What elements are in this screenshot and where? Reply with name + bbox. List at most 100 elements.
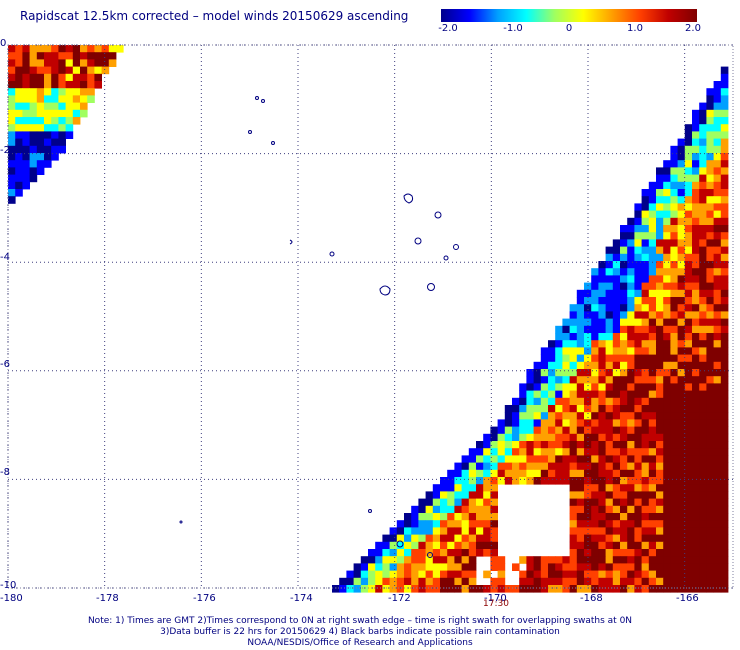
wind-difference-cell xyxy=(656,549,664,557)
wind-difference-cell xyxy=(519,433,527,442)
wind-difference-cell xyxy=(706,289,714,298)
wind-difference-cell xyxy=(670,383,678,391)
wind-difference-cell xyxy=(368,549,376,557)
wind-difference-cell xyxy=(648,577,657,586)
wind-difference-cell xyxy=(627,505,635,514)
wind-difference-cell xyxy=(699,160,707,168)
wind-difference-cell xyxy=(497,441,506,449)
wind-difference-cell xyxy=(44,138,52,147)
wind-difference-cell xyxy=(591,361,599,370)
wind-difference-cell xyxy=(389,577,398,586)
wind-difference-cell xyxy=(706,397,714,406)
wind-difference-cell xyxy=(44,131,52,139)
wind-difference-cell xyxy=(555,354,563,363)
wind-difference-cell xyxy=(526,369,534,377)
wind-difference-cell xyxy=(670,390,678,399)
wind-difference-cell xyxy=(476,448,484,456)
wind-difference-cell xyxy=(598,556,606,564)
wind-difference-cell xyxy=(533,390,542,399)
wind-difference-cell xyxy=(396,585,405,593)
wind-difference-cell xyxy=(555,433,563,442)
wind-difference-cell xyxy=(720,585,729,593)
wind-difference-cell xyxy=(713,448,722,456)
wind-difference-cell xyxy=(612,484,621,492)
wind-difference-cell xyxy=(58,124,66,132)
wind-difference-cell xyxy=(684,239,693,247)
island-outline xyxy=(396,540,404,548)
wind-difference-cell xyxy=(684,210,693,219)
wind-difference-cell xyxy=(591,577,599,586)
island-outline xyxy=(414,237,422,245)
wind-difference-cell xyxy=(706,304,714,312)
wind-difference-cell xyxy=(677,549,686,557)
wind-difference-cell xyxy=(670,361,678,370)
wind-difference-cell xyxy=(713,210,722,219)
wind-difference-cell xyxy=(584,585,592,593)
wind-difference-cell xyxy=(591,390,599,399)
wind-difference-cell xyxy=(706,174,714,183)
wind-difference-cell xyxy=(605,441,614,449)
wind-difference-cell xyxy=(692,433,700,442)
wind-difference-cell xyxy=(620,433,628,442)
wind-difference-cell xyxy=(368,570,376,579)
wind-difference-cell xyxy=(713,520,722,528)
wind-difference-cell xyxy=(548,469,556,478)
wind-difference-cell xyxy=(461,520,470,528)
wind-difference-cell xyxy=(591,426,599,435)
wind-difference-cell xyxy=(620,441,628,449)
wind-difference-cell xyxy=(692,325,700,334)
wind-difference-cell xyxy=(598,390,606,399)
wind-difference-cell xyxy=(656,491,664,499)
wind-difference-cell xyxy=(677,469,686,478)
wind-difference-cell xyxy=(454,477,462,485)
wind-difference-cell xyxy=(627,333,635,341)
wind-difference-cell xyxy=(692,160,700,168)
wind-difference-cell xyxy=(648,340,657,348)
wind-difference-cell xyxy=(684,304,693,312)
wind-difference-cell xyxy=(699,527,707,535)
wind-difference-cell xyxy=(648,383,657,391)
wind-difference-cell xyxy=(418,498,426,507)
wind-difference-cell xyxy=(548,556,556,564)
wind-difference-cell xyxy=(648,196,657,204)
wind-difference-cell xyxy=(692,527,700,535)
wind-difference-cell xyxy=(612,246,621,255)
wind-difference-cell xyxy=(656,203,664,211)
wind-difference-cell xyxy=(713,563,722,571)
wind-difference-cell xyxy=(51,66,59,75)
wind-difference-cell xyxy=(620,361,628,370)
wind-difference-cell xyxy=(713,181,722,190)
wind-difference-cell xyxy=(15,145,23,154)
wind-difference-cell xyxy=(440,477,448,485)
wind-difference-cell xyxy=(634,390,642,399)
wind-difference-cell xyxy=(692,484,700,492)
wind-difference-cell xyxy=(706,484,714,492)
wind-difference-cell xyxy=(656,484,664,492)
wind-difference-cell xyxy=(591,534,599,543)
wind-difference-cell xyxy=(692,441,700,449)
wind-difference-cell xyxy=(656,577,664,586)
wind-difference-cell xyxy=(548,477,556,485)
wind-difference-cell xyxy=(468,469,477,478)
wind-difference-cell xyxy=(684,289,693,298)
wind-difference-cell xyxy=(569,397,578,406)
wind-difference-cell xyxy=(526,585,534,593)
wind-difference-cell xyxy=(684,297,693,305)
wind-difference-cell xyxy=(432,570,441,579)
wind-difference-cell xyxy=(605,369,614,377)
wind-difference-cell xyxy=(684,534,693,543)
wind-difference-cell xyxy=(425,505,434,514)
wind-difference-cell xyxy=(569,477,578,485)
wind-difference-cell xyxy=(656,361,664,370)
wind-difference-cell xyxy=(411,520,419,528)
wind-difference-cell xyxy=(699,167,707,175)
wind-difference-cell xyxy=(29,88,38,96)
wind-difference-cell xyxy=(569,577,578,586)
wind-difference-cell xyxy=(58,52,66,60)
wind-difference-cell xyxy=(36,131,45,139)
wind-difference-cell xyxy=(677,484,686,492)
wind-difference-cell xyxy=(51,95,59,103)
wind-difference-cell xyxy=(612,505,621,514)
wind-difference-cell xyxy=(519,419,527,427)
wind-difference-cell xyxy=(454,585,462,593)
